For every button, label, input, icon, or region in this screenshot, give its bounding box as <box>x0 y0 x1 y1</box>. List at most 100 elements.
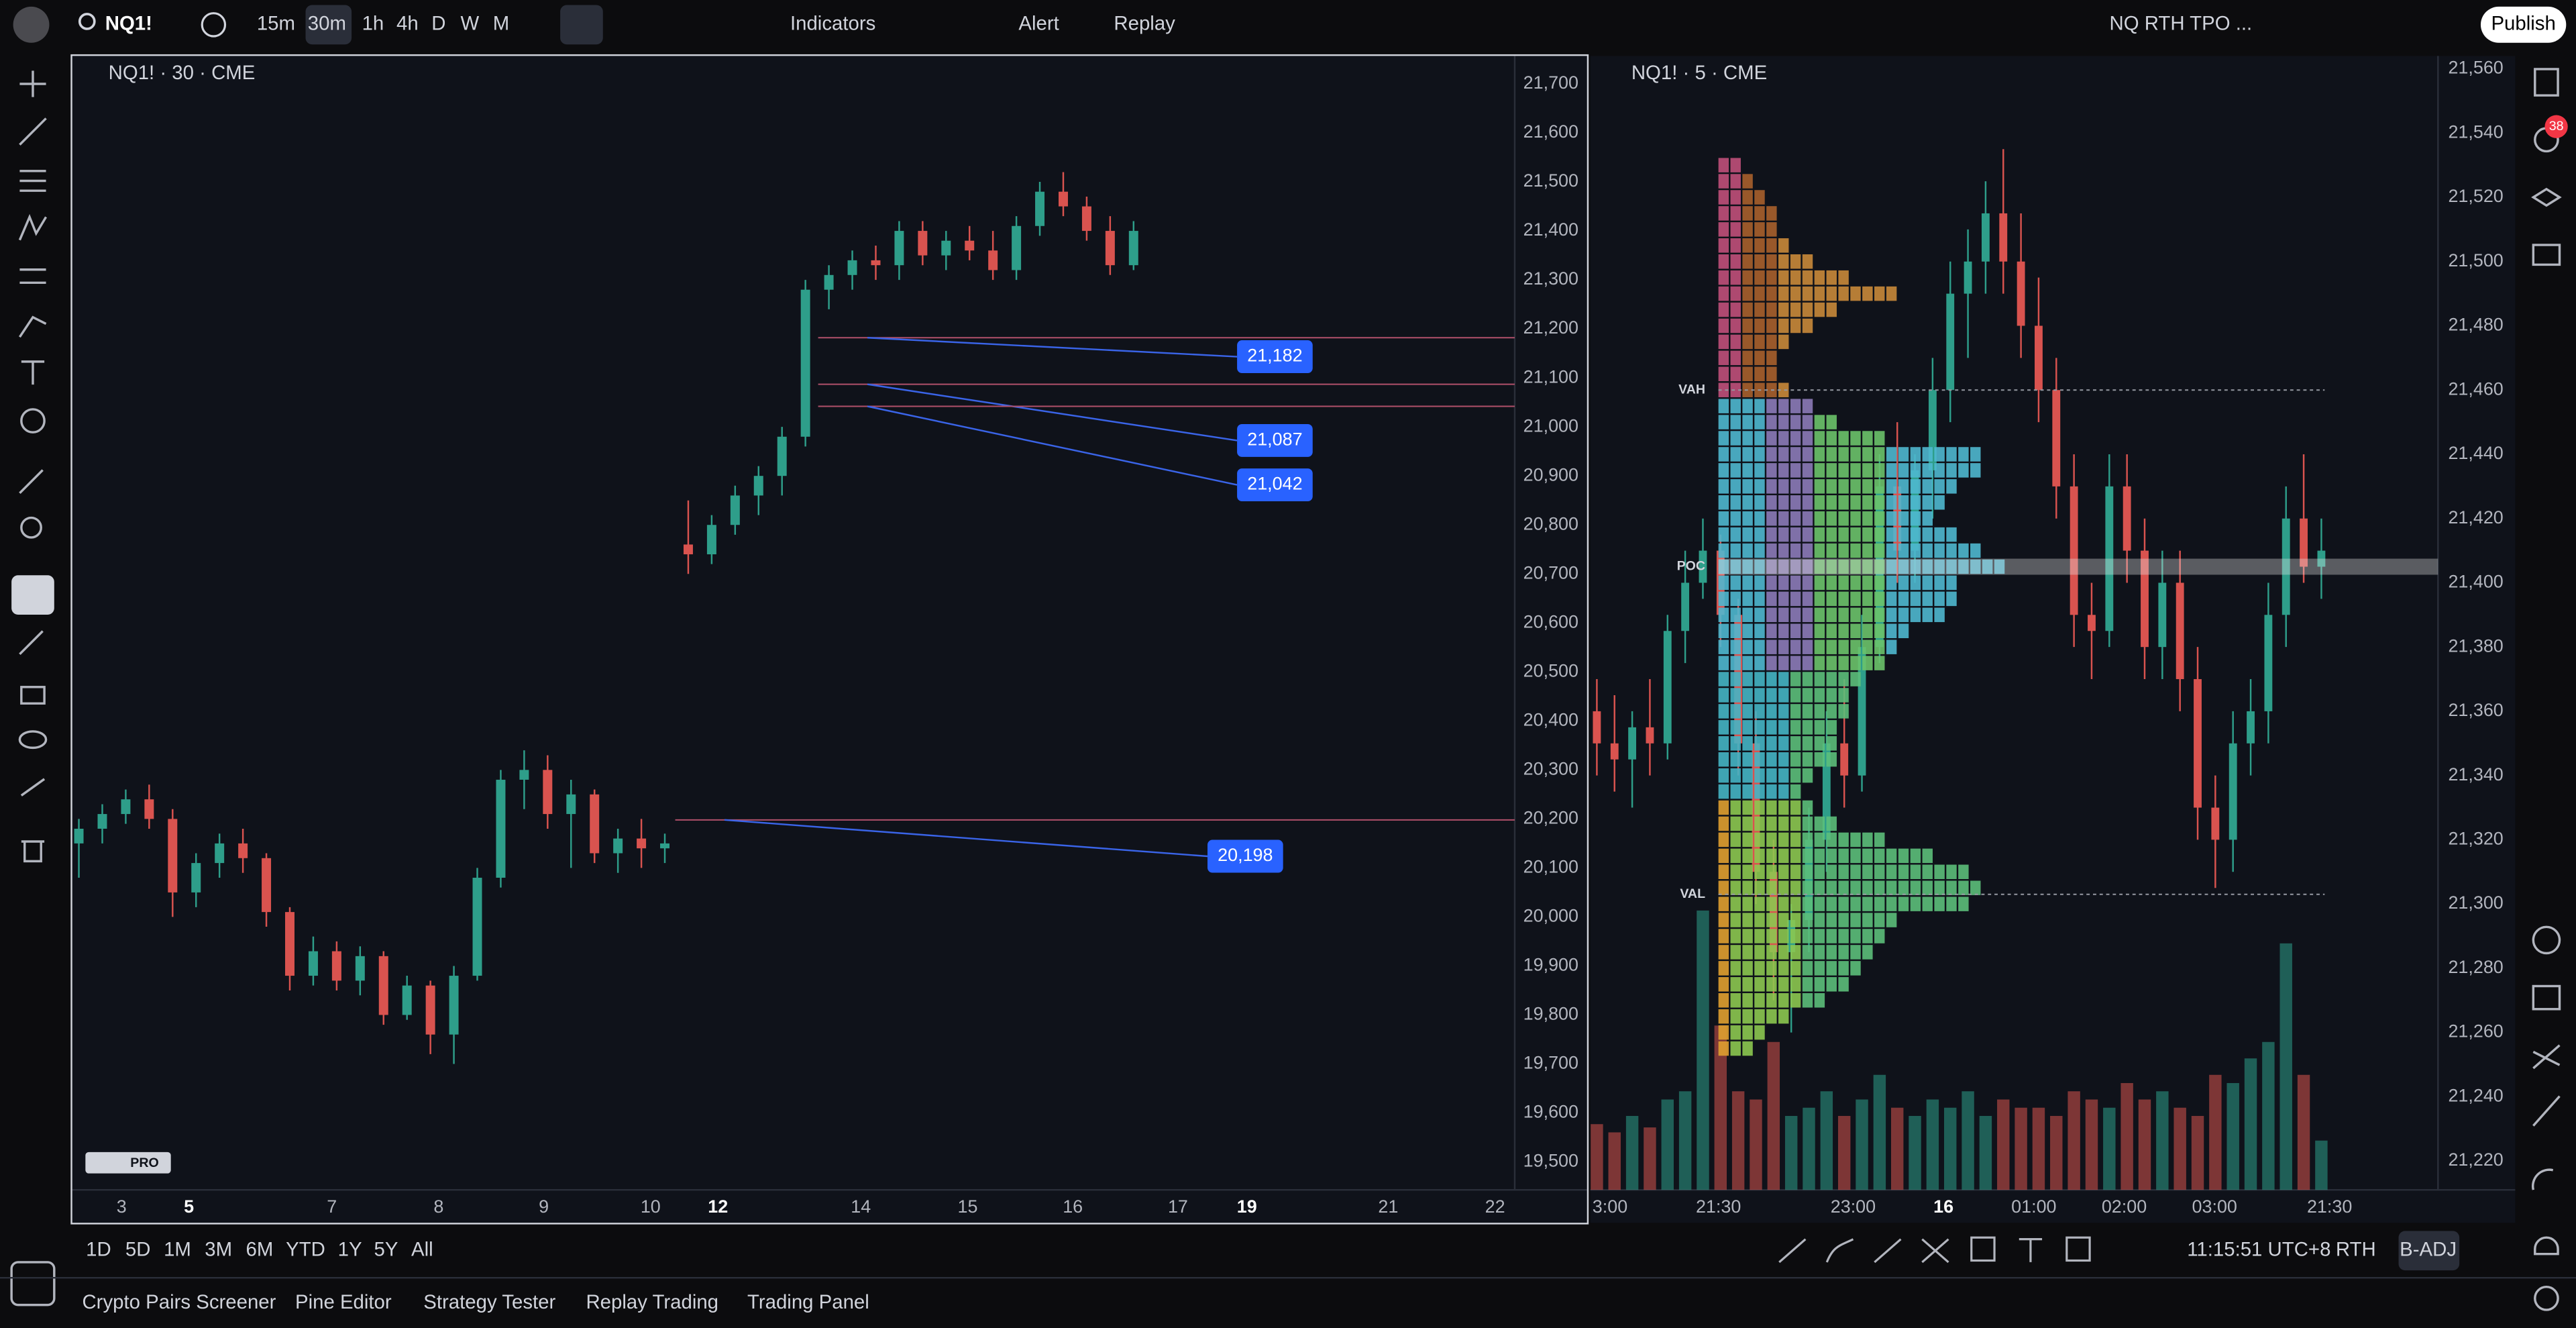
visibility-tool[interactable] <box>18 730 48 750</box>
tpo-block <box>1910 848 1921 864</box>
interval[interactable]: W <box>461 13 480 35</box>
add-symbol[interactable] <box>201 12 227 38</box>
range-button[interactable]: 5D <box>125 1239 151 1261</box>
brush-tool[interactable] <box>18 315 47 338</box>
lock-tool[interactable] <box>20 686 46 705</box>
replay-button[interactable]: Replay <box>1114 13 1175 35</box>
interval[interactable]: 4h <box>396 13 419 35</box>
compare-icon[interactable] <box>2532 1044 2561 1070</box>
link-tool[interactable] <box>20 778 46 797</box>
quick-ray[interactable] <box>1874 1238 1902 1264</box>
tpo-block <box>1898 543 1909 558</box>
tpo-block <box>1766 559 1777 574</box>
session[interactable]: RTH <box>2336 1239 2376 1261</box>
zoom-tool[interactable] <box>20 516 42 539</box>
layers-icon[interactable] <box>2531 187 2562 207</box>
layout-name[interactable]: NQ RTH TPO ... <box>2109 13 2252 35</box>
publish-button[interactable] <box>2480 6 2567 43</box>
tpo-block <box>1778 752 1789 767</box>
range-button[interactable]: 1Y <box>338 1239 362 1261</box>
interval[interactable]: M <box>493 13 509 35</box>
quick-text[interactable] <box>2019 1238 2043 1262</box>
help-icon[interactable] <box>2534 1285 2559 1311</box>
search-icon[interactable] <box>78 13 96 30</box>
range-button[interactable]: 1D <box>86 1239 111 1261</box>
left-toolbar <box>10 70 56 1307</box>
interval[interactable]: D <box>431 13 445 35</box>
quick-pitchfork[interactable] <box>1921 1238 1949 1264</box>
quick-rect[interactable] <box>2065 1236 2091 1262</box>
quick-price[interactable] <box>1970 1236 1996 1262</box>
range-button[interactable]: 5Y <box>374 1239 398 1261</box>
clock: 11:15:51 UTC+8 <box>2187 1239 2330 1261</box>
candle-body <box>121 799 131 815</box>
tpo-block <box>1814 623 1825 638</box>
range-button[interactable]: 3M <box>205 1239 232 1261</box>
chart-type-button[interactable] <box>560 5 603 45</box>
crosshair-tool[interactable] <box>19 70 46 97</box>
tpo-block <box>1718 447 1729 462</box>
interval[interactable]: 30m <box>308 13 346 35</box>
target-icon[interactable] <box>2532 925 2561 955</box>
chat-icon[interactable] <box>2532 244 2561 266</box>
favorites-tool[interactable] <box>10 1261 56 1307</box>
y-tick-label: 21,260 <box>2448 1021 2503 1041</box>
range-button[interactable]: All <box>411 1239 433 1261</box>
tpo-block <box>1946 543 1957 558</box>
panel-tab[interactable]: Strategy Tester <box>423 1291 555 1313</box>
tpo-block <box>1910 447 1921 462</box>
publish-label[interactable]: Publish <box>2491 13 2555 35</box>
symbol[interactable]: NQ1! <box>105 13 152 35</box>
tpo-block <box>1718 222 1729 237</box>
fib-tool[interactable] <box>19 170 46 192</box>
lock-draw-tool[interactable] <box>19 630 44 656</box>
volume-bar <box>1767 1041 1780 1190</box>
candle-body <box>800 289 810 437</box>
panel-tab[interactable]: Pine Editor <box>295 1291 392 1313</box>
tpo-block <box>1970 543 1981 558</box>
watchlist-icon[interactable] <box>2534 68 2559 97</box>
tpo-block <box>1922 495 1933 510</box>
range-button[interactable]: 1M <box>164 1239 191 1261</box>
tpo-block <box>1958 543 1969 558</box>
line-tool[interactable] <box>19 117 47 146</box>
tpo-block <box>1898 463 1909 478</box>
tpo-block <box>1718 254 1729 269</box>
notification-icon[interactable] <box>2534 1236 2559 1256</box>
range-button[interactable]: 6M <box>246 1239 274 1261</box>
magnet-tool[interactable] <box>11 575 54 615</box>
forecast-tool[interactable] <box>19 268 46 285</box>
calendar-icon[interactable] <box>2532 984 2561 1011</box>
quick-line[interactable] <box>1778 1238 1807 1264</box>
emoji-tool[interactable] <box>20 408 46 433</box>
avatar[interactable] <box>13 6 50 43</box>
tpo-row <box>1718 575 1957 591</box>
tpo-block <box>1754 447 1765 462</box>
interval[interactable]: 1h <box>362 13 384 35</box>
trend-icon[interactable] <box>2532 1095 2561 1127</box>
tpo-block <box>1862 527 1873 542</box>
tpo-block <box>1886 591 1897 607</box>
tpo-row <box>1718 318 1813 334</box>
tpo-block <box>1826 559 1837 574</box>
pattern-tool[interactable] <box>18 213 48 241</box>
stream-icon[interactable] <box>2532 1168 2554 1190</box>
adjustment[interactable]: B-ADJ <box>2400 1239 2457 1261</box>
range-button[interactable]: YTD <box>286 1239 325 1261</box>
measure-tool[interactable] <box>19 469 44 495</box>
tpo-block <box>1754 945 1765 960</box>
tpo-block <box>1886 511 1897 526</box>
panel-tab[interactable]: Trading Panel <box>747 1291 869 1313</box>
panel-tab[interactable]: Replay Trading <box>586 1291 718 1313</box>
tpo-block <box>1754 222 1765 237</box>
tpo-block <box>1802 302 1813 317</box>
text-tool[interactable] <box>21 360 45 385</box>
interval[interactable]: 15m <box>257 13 295 35</box>
indicators-button[interactable]: Indicators <box>790 13 875 35</box>
volume-bar <box>1944 1107 1957 1190</box>
quick-curve[interactable] <box>1825 1238 1854 1263</box>
panel-tab[interactable]: Crypto Pairs Screener <box>82 1291 276 1313</box>
alert-button[interactable]: Alert <box>1018 13 1059 35</box>
trash-tool[interactable] <box>21 840 45 863</box>
profile-marker: POC <box>1677 559 1705 574</box>
